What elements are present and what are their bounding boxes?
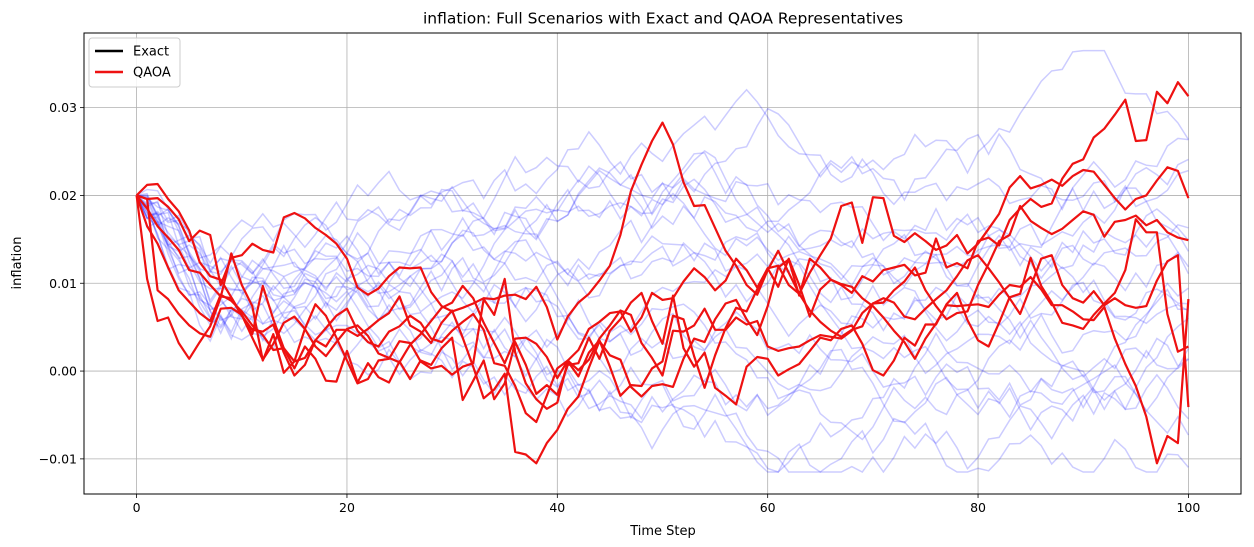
y-tick-label: 0.03 (49, 100, 77, 115)
y-tick-label: −0.01 (39, 451, 77, 466)
y-tick-label: 0.02 (49, 188, 77, 203)
background-scenario-line (136, 194, 1189, 474)
legend: Exact QAOA (88, 37, 181, 88)
x-tick-label: 0 (133, 500, 141, 515)
background-scenario-line (135, 158, 1189, 311)
qaoa-series (135, 81, 1190, 465)
background-scenario-line (136, 167, 1189, 420)
background-scenario-line (136, 194, 1189, 311)
background-scenario-line (136, 49, 1190, 276)
background-scenario-line (136, 194, 1189, 441)
y-axis-label: inflation (10, 237, 25, 290)
qaoa-series-line-1 (136, 121, 1190, 341)
qaoa-series-line-5 (135, 194, 1190, 465)
x-axis-label: Time Step (629, 524, 696, 539)
background-scenario-line (136, 149, 1190, 342)
x-tick-label: 80 (970, 500, 986, 515)
plot-frame (83, 32, 1242, 495)
background-scenario-line (136, 152, 1189, 312)
grid (84, 33, 1241, 494)
x-tick-label: 100 (1176, 500, 1200, 515)
axis-ticks: 0 20 40 60 80 100 −0.01 0.00 0.01 0.02 0.03 (39, 100, 1201, 515)
legend-label-exact: Exact (133, 45, 169, 60)
background-scenario-line (135, 88, 1189, 292)
background-scenarios (135, 49, 1190, 474)
y-tick-label: 0.00 (49, 364, 77, 379)
x-tick-label: 40 (549, 500, 565, 515)
background-scenario-line (136, 188, 1189, 410)
x-tick-label: 20 (339, 500, 355, 515)
qaoa-series-line-2 (135, 182, 1189, 380)
background-scenario-line (135, 160, 1189, 281)
chart-title: inflation: Full Scenarios with Exact and… (423, 10, 903, 28)
qaoa-series-line-4 (135, 81, 1190, 410)
x-tick-label: 60 (760, 500, 776, 515)
background-scenario-line (135, 195, 1189, 473)
qaoa-series-line-6 (136, 194, 1189, 406)
background-scenario-line (136, 132, 1190, 302)
legend-label-qaoa: QAOA (133, 66, 171, 81)
y-tick-label: 0.01 (49, 276, 77, 291)
background-scenario-line (136, 194, 1189, 432)
background-scenario-line (135, 195, 1190, 473)
